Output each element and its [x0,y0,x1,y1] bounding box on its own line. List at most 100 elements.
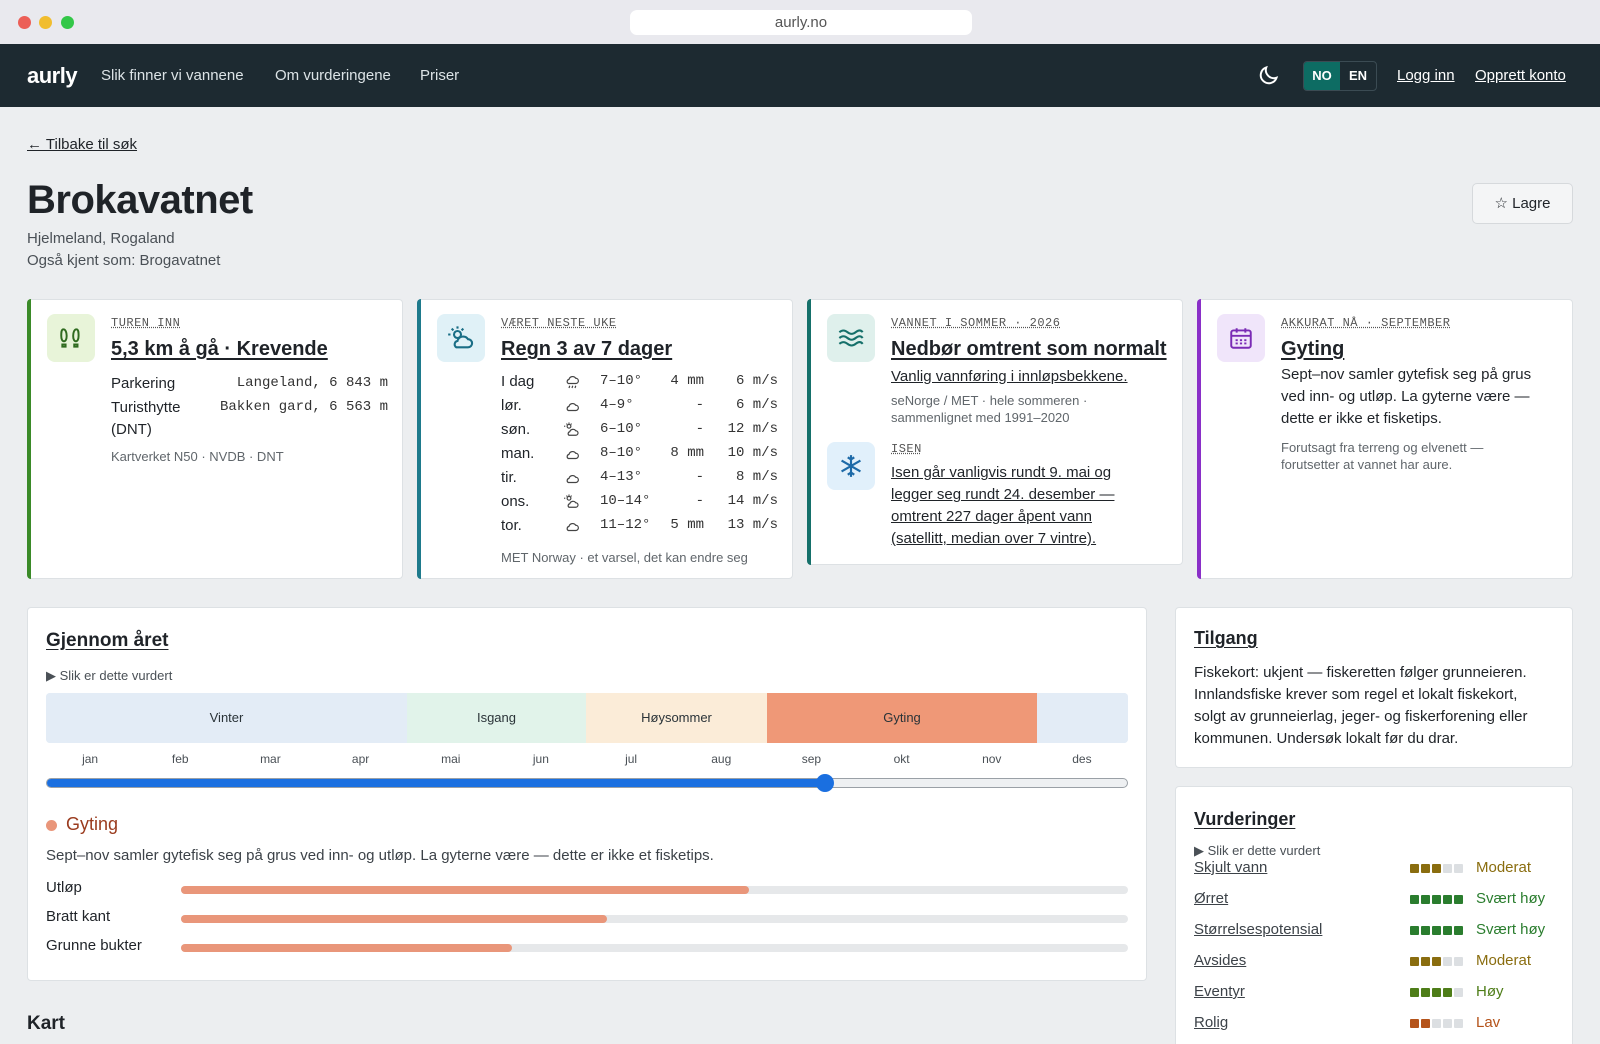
rating-square [1410,895,1419,904]
ratings-disclosure[interactable]: ▶ Slik er dette vurdert [1194,843,1320,859]
rating-value: Lav [1476,1014,1500,1031]
season-spawning[interactable]: Gyting [767,693,1037,743]
rating-square [1443,864,1452,873]
lang-en-button[interactable]: EN [1340,62,1376,90]
water-card: VANNET I SOMMER · 2026 Nedbør omtrent so… [807,299,1183,565]
parking-value: Langeland, 6 843 m [237,375,388,391]
spawning-dot-icon [46,820,57,831]
current-season-text: Sept–nov samler gytefisk seg på grus ved… [46,847,714,864]
month-label: feb [155,752,205,766]
weather-temp: 7–10° [600,373,642,389]
rating-value: Svært høy [1476,921,1545,938]
save-button[interactable]: ☆ Lagre [1472,183,1573,224]
access-title[interactable]: Tilgang [1194,628,1258,649]
year-title[interactable]: Gjennom året [46,630,168,652]
ice-line-4[interactable]: (satellitt, median over 7 vintre). [891,528,1096,550]
weather-day: ons. [501,493,529,510]
hut-label: Turisthytte [111,399,180,416]
snowflake-icon [827,442,875,490]
month-label: okt [877,752,927,766]
close-window-dot[interactable] [18,16,31,29]
ice-line-1[interactable]: Isen går vanligvis rundt 9. mai og [891,462,1111,484]
water-title[interactable]: Nedbør omtrent som normalt [891,338,1167,361]
partly-sunny-icon [562,493,582,511]
water-card-accent [807,299,811,565]
habitat-bar-label: Utløp [46,879,82,896]
login-link[interactable]: Logg inn [1397,67,1455,84]
month-label: jun [516,752,566,766]
now-line-1: Sept–nov samler gytefisk seg på grus [1281,364,1531,386]
trip-card: TUREN INN 5,3 km å gå · Krevende Parkeri… [27,299,403,579]
year-slider-thumb[interactable] [816,774,834,792]
weather-wind: 8 m/s [736,469,778,485]
signup-link[interactable]: Opprett konto [1475,67,1566,84]
waves-icon [827,314,875,362]
lang-no-button[interactable]: NO [1304,62,1340,90]
nav-link-how-we-find[interactable]: Slik finner vi vannene [101,67,244,84]
rating-value: Moderat [1476,859,1531,876]
ice-line-2[interactable]: legger seg rundt 24. desember — [891,484,1114,506]
rating-label[interactable]: Avsides [1194,952,1246,969]
weather-card-accent [417,299,421,579]
season-winter[interactable]: Vinter [46,693,407,743]
rating-square [1443,957,1452,966]
rating-label[interactable]: Rolig [1194,1014,1228,1031]
ratings-disclosure-label: Slik er dette vurdert [1208,843,1321,858]
rating-square [1421,926,1430,935]
season-ice-break[interactable]: Isgang [407,693,586,743]
location-text: Hjelmeland, Rogaland [27,230,175,247]
rating-square [1432,864,1441,873]
logo[interactable]: aurly [27,63,77,89]
parking-label: Parkering [111,375,175,392]
browser-chrome: aurly.no [0,0,1600,44]
minimize-window-dot[interactable] [39,16,52,29]
year-slider-track[interactable] [46,778,1128,788]
weather-day: man. [501,445,534,462]
month-label: jan [65,752,115,766]
water-text[interactable]: Vanlig vannføring i innløpsbekkene. [891,368,1128,385]
year-disclosure[interactable]: ▶ Slik er dette vurdert [46,668,172,684]
rating-square [1421,1019,1430,1028]
nav-link-pricing[interactable]: Priser [420,67,459,84]
rating-label[interactable]: Størrelsespotensial [1194,921,1322,938]
weather-day: søn. [501,421,530,438]
trip-source: Kartverket N50 · NVDB · DNT [111,448,284,465]
alias-text: Også kjent som: Brogavatnet [27,252,220,269]
maximize-window-dot[interactable] [61,16,74,29]
back-to-search-link[interactable]: ← Tilbake til søk [27,136,137,153]
rating-label[interactable]: Ørret [1194,890,1228,907]
now-title[interactable]: Gyting [1281,338,1344,361]
weather-title[interactable]: Regn 3 av 7 dager [501,338,672,361]
now-source-2: forutsetter at vannet har aure. [1281,456,1452,473]
month-label: nov [967,752,1017,766]
season-high-summer[interactable]: Høysommer [586,693,767,743]
ratings-title[interactable]: Vurderinger [1194,809,1295,830]
ice-line-3[interactable]: omtrent 227 dager åpent vann [891,506,1092,528]
water-source-1: seNorge / MET · hele sommeren · [891,392,1087,409]
dark-mode-moon-icon[interactable] [1256,62,1282,88]
month-label: jul [606,752,656,766]
trip-card-accent [27,299,31,579]
weather-wind: 13 m/s [728,517,778,533]
season-winter-end [1037,693,1128,743]
rating-square [1410,1019,1419,1028]
weather-wind: 12 m/s [728,421,778,437]
habitat-bar-fill [181,915,607,923]
rating-label[interactable]: Skjult vann [1194,859,1267,876]
weather-wind: 14 m/s [728,493,778,509]
address-bar[interactable]: aurly.no [630,10,972,35]
access-line-4: kommunen. Undersøk lokalt før du drar. [1194,728,1458,750]
disclosure-triangle-icon: ▶ [1194,843,1208,858]
month-label: mar [245,752,295,766]
weather-rain: 8 mm [670,445,704,461]
cloud-icon [562,517,582,535]
rating-label[interactable]: Eventyr [1194,983,1245,1000]
trip-title[interactable]: 5,3 km å gå · Krevende [111,338,328,361]
season-band: Vinter Isgang Høysommer Gyting [46,693,1128,743]
habitat-bar-label: Grunne bukter [46,937,142,954]
page-title: Brokavatnet [27,178,253,223]
top-nav: aurly Slik finner vi vannene Om vurderin… [0,44,1600,107]
nav-link-about-ratings[interactable]: Om vurderingene [275,67,391,84]
rating-square [1432,988,1441,997]
hut-value: Bakken gard, 6 563 m [220,399,388,415]
